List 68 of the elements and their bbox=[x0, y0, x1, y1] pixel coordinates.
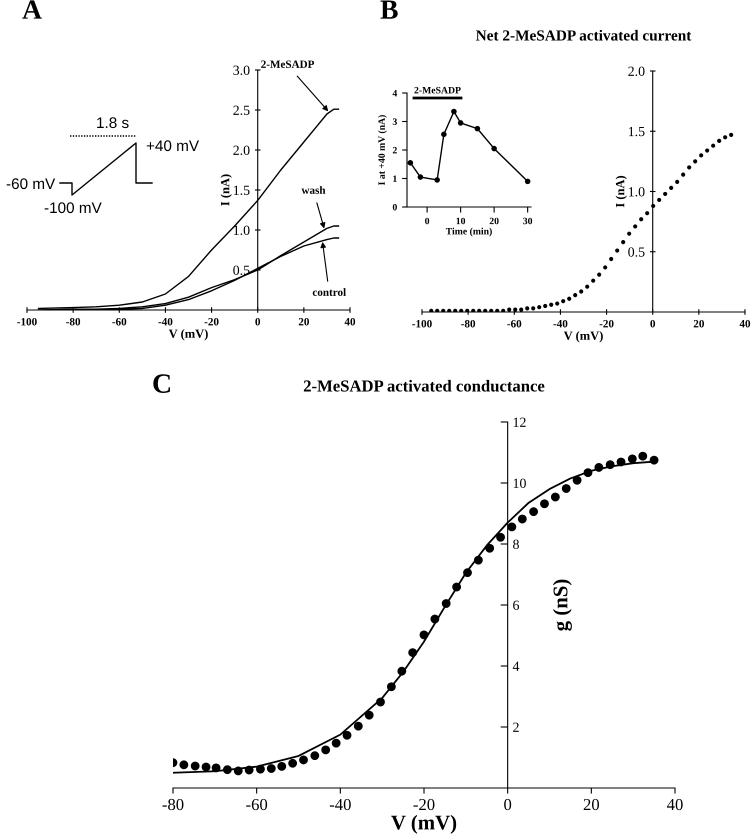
y-tick-label: 4 bbox=[392, 90, 398, 96]
x-tick-label: -20 bbox=[414, 798, 434, 810]
x-tick-label: -80 bbox=[461, 320, 476, 328]
x-tick-label: 0 bbox=[650, 320, 656, 328]
x-tick-label: -40 bbox=[330, 798, 351, 810]
y-tick-label: 3.0 bbox=[233, 66, 250, 76]
x-tick-label: 20 bbox=[490, 218, 499, 224]
y-tick-label: 2 bbox=[513, 722, 519, 732]
x-tick-label: -80 bbox=[66, 318, 80, 326]
y-axis-title: I at +40 mV (nA) bbox=[378, 115, 387, 186]
x-tick-label: 40 bbox=[666, 798, 683, 810]
x-axis-title: V (mV) bbox=[168, 329, 208, 340]
annotation: -100 mV bbox=[44, 202, 102, 214]
y-tick-label: 1.5 bbox=[234, 186, 250, 196]
y-tick-label: 2.0 bbox=[233, 146, 250, 156]
x-tick-label: 20 bbox=[584, 798, 600, 810]
x-axis-title: V (mV) bbox=[564, 331, 603, 342]
x-tick-label: 0 bbox=[255, 318, 260, 326]
x-tick-label: 40 bbox=[740, 320, 750, 328]
x-tick-label: 10 bbox=[456, 218, 466, 224]
y-tick-label: 1 bbox=[393, 175, 397, 182]
x-tick-label: -40 bbox=[158, 318, 172, 326]
y-tick-label: 0.5 bbox=[628, 247, 645, 257]
chart-title: 2-MeSADP activated conductance bbox=[304, 380, 544, 392]
y-axis-title: I (nA) bbox=[616, 176, 627, 208]
annotation: -60 mV bbox=[6, 178, 56, 190]
x-tick-label: -20 bbox=[600, 320, 614, 328]
y-tick-label: 12 bbox=[514, 418, 526, 427]
text: B bbox=[380, 0, 398, 19]
annotation: control bbox=[312, 288, 346, 296]
x-tick-label: 40 bbox=[344, 318, 356, 326]
y-axis-title: I (nA) bbox=[220, 174, 232, 206]
annotation: wash bbox=[302, 186, 326, 194]
y-tick-label: 10 bbox=[514, 478, 526, 488]
x-tick-label: -80 bbox=[162, 798, 184, 810]
chart-title: Net 2-MeSADP activated current bbox=[476, 30, 692, 41]
annotation: 2-MeSADP bbox=[261, 60, 314, 68]
text: C bbox=[153, 374, 170, 393]
x-axis-title: Time (min) bbox=[446, 228, 492, 236]
x-tick-label: 20 bbox=[694, 320, 704, 328]
text: A bbox=[22, 0, 42, 19]
y-tick-label: 0 bbox=[392, 204, 397, 210]
y-tick-label: 1.0 bbox=[234, 226, 250, 236]
x-tick-label: -60 bbox=[112, 318, 126, 326]
x-tick-label: 0 bbox=[504, 798, 512, 810]
y-axis-title: g (nS) bbox=[552, 580, 572, 631]
x-tick-label: -100 bbox=[412, 320, 432, 328]
y-tick-label: 1.0 bbox=[628, 187, 645, 197]
y-tick-label: 6 bbox=[513, 600, 520, 610]
x-tick-label: -40 bbox=[553, 320, 568, 328]
y-tick-label: 8 bbox=[513, 540, 519, 549]
annotation: 2-MeSADP bbox=[414, 86, 461, 94]
y-tick-label: 3 bbox=[392, 118, 397, 125]
annotation: +40 mV bbox=[146, 140, 200, 152]
y-tick-label: 1.5 bbox=[628, 126, 645, 136]
annotation: 1.8 s bbox=[97, 117, 129, 128]
x-tick-label: -60 bbox=[507, 320, 522, 328]
x-tick-label: -100 bbox=[17, 318, 37, 326]
x-tick-label: 20 bbox=[298, 318, 309, 326]
x-tick-label: 0 bbox=[425, 218, 430, 224]
y-tick-label: 2.0 bbox=[628, 66, 645, 76]
y-tick-label: 4 bbox=[512, 662, 520, 671]
x-axis-title: V (mV) bbox=[391, 814, 456, 834]
y-tick-label: 2 bbox=[392, 146, 397, 154]
x-tick-label: -20 bbox=[204, 318, 219, 326]
x-tick-label: 30 bbox=[523, 218, 532, 224]
y-tick-label: 2.5 bbox=[233, 106, 250, 116]
x-tick-label: -60 bbox=[246, 798, 268, 810]
